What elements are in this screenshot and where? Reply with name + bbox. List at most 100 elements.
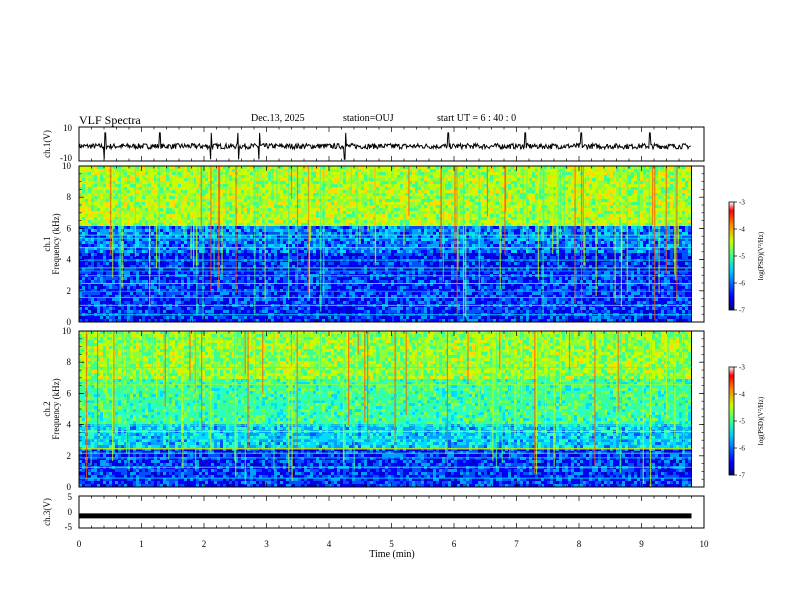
spectrogram-cell xyxy=(229,214,232,217)
spectrogram-cell xyxy=(379,187,382,190)
spectrogram-cell xyxy=(205,178,208,181)
spectrogram-cell xyxy=(334,196,337,199)
spectrogram-cell xyxy=(586,229,589,232)
spectrogram-cell xyxy=(274,205,277,208)
spectrogram-cell xyxy=(337,229,340,232)
spectrogram-cell xyxy=(472,199,475,202)
spectrogram-cell xyxy=(427,202,430,205)
spectrogram-cell xyxy=(409,211,412,214)
spectrogram-cell xyxy=(649,172,652,175)
spectrogram-cell xyxy=(571,181,574,184)
spectrogram-cell xyxy=(460,169,463,172)
spectrogram-cell xyxy=(265,187,268,190)
spectrogram-cell xyxy=(124,220,127,223)
spectrogram-cell xyxy=(289,199,292,202)
spectrogram-cell xyxy=(667,196,670,199)
spectrogram-cell xyxy=(154,199,157,202)
spectrogram-cell xyxy=(487,169,490,172)
spectrogram-cell xyxy=(511,169,514,172)
spectrogram-cell xyxy=(208,208,211,211)
spectrogram-cell xyxy=(577,190,580,193)
spectrogram-cell xyxy=(262,232,265,235)
spectrogram-cell xyxy=(625,166,628,169)
spectrogram-cell xyxy=(85,220,88,223)
spectrogram-cell xyxy=(466,220,469,223)
spectrogram-cell xyxy=(289,190,292,193)
spectrogram-cell xyxy=(436,166,439,169)
spectrogram-cell xyxy=(394,196,397,199)
spectrogram-cell xyxy=(586,235,589,238)
spectrogram-cell xyxy=(379,235,382,238)
spectrogram-cell xyxy=(223,202,226,205)
spectrogram-cell xyxy=(415,232,418,235)
spectrogram-cell xyxy=(169,205,172,208)
spectrogram-cell xyxy=(430,214,433,217)
spectrogram-cell xyxy=(493,169,496,172)
spectrogram-cell xyxy=(127,196,130,199)
spectrogram-cell xyxy=(139,232,142,235)
spectrogram-cell xyxy=(535,205,538,208)
spectrogram-cell xyxy=(244,187,247,190)
spectrogram-cell xyxy=(601,193,604,196)
spectrogram-cell xyxy=(676,178,679,181)
spectrogram-cell xyxy=(157,214,160,217)
spectrogram-cell xyxy=(601,235,604,238)
spectrogram-cell xyxy=(82,175,85,178)
spectrogram-cell xyxy=(520,199,523,202)
spectrogram-cell xyxy=(391,175,394,178)
spectrogram-cell xyxy=(592,214,595,217)
spectrogram-cell xyxy=(304,235,307,238)
spectrogram-cell xyxy=(277,223,280,226)
spectrogram-cell xyxy=(259,184,262,187)
spectrogram-cell xyxy=(562,172,565,175)
spectrogram-cell xyxy=(229,175,232,178)
spectrogram-cell xyxy=(343,193,346,196)
spectrogram-cell xyxy=(172,214,175,217)
spectrogram-cell xyxy=(298,187,301,190)
spectrogram-cell xyxy=(424,208,427,211)
spectrogram-cell xyxy=(298,235,301,238)
spectrogram-cell xyxy=(490,229,493,232)
spectrogram-cell xyxy=(643,205,646,208)
spectrogram-cell xyxy=(391,232,394,235)
spectrogram-cell xyxy=(277,178,280,181)
spectrogram-cell xyxy=(562,193,565,196)
spectrogram-cell xyxy=(265,199,268,202)
spectrogram-cell xyxy=(505,181,508,184)
spectrogram-cell xyxy=(79,226,82,229)
spectrogram-cell xyxy=(664,211,667,214)
spectrogram-cell xyxy=(643,172,646,175)
spectrogram-cell xyxy=(664,178,667,181)
spectrogram-cell xyxy=(529,199,532,202)
spectrogram-cell xyxy=(406,205,409,208)
spectrogram-cell xyxy=(472,181,475,184)
spectrogram-cell xyxy=(97,178,100,181)
spectrogram-cell xyxy=(391,190,394,193)
spectrogram-cell xyxy=(412,214,415,217)
spectrogram-cell xyxy=(178,172,181,175)
spectrogram-cell xyxy=(622,217,625,220)
spectrogram-cell xyxy=(175,214,178,217)
spectrogram-cell xyxy=(349,193,352,196)
spectrogram-cell xyxy=(661,187,664,190)
spectrogram-cell xyxy=(388,205,391,208)
spectrogram-cell xyxy=(343,178,346,181)
spectrogram-cell xyxy=(433,229,436,232)
spectrogram-cell xyxy=(151,214,154,217)
spectrogram-cell xyxy=(481,196,484,199)
spectrogram-cell xyxy=(475,199,478,202)
spectrogram-cell xyxy=(205,199,208,202)
spectrogram-cell xyxy=(649,199,652,202)
spectrogram-cell xyxy=(79,190,82,193)
spectrogram-cell xyxy=(610,172,613,175)
spectrogram-cell xyxy=(544,223,547,226)
spectrogram-cell xyxy=(619,193,622,196)
spectrogram-cell xyxy=(127,220,130,223)
spectrogram-cell xyxy=(607,181,610,184)
spectrogram-cell xyxy=(352,229,355,232)
spectrogram-cell xyxy=(346,226,349,229)
spectrogram-cell xyxy=(304,214,307,217)
spectrogram-cell xyxy=(286,220,289,223)
spectrogram-cell xyxy=(634,223,637,226)
spectrogram-cell xyxy=(265,202,268,205)
